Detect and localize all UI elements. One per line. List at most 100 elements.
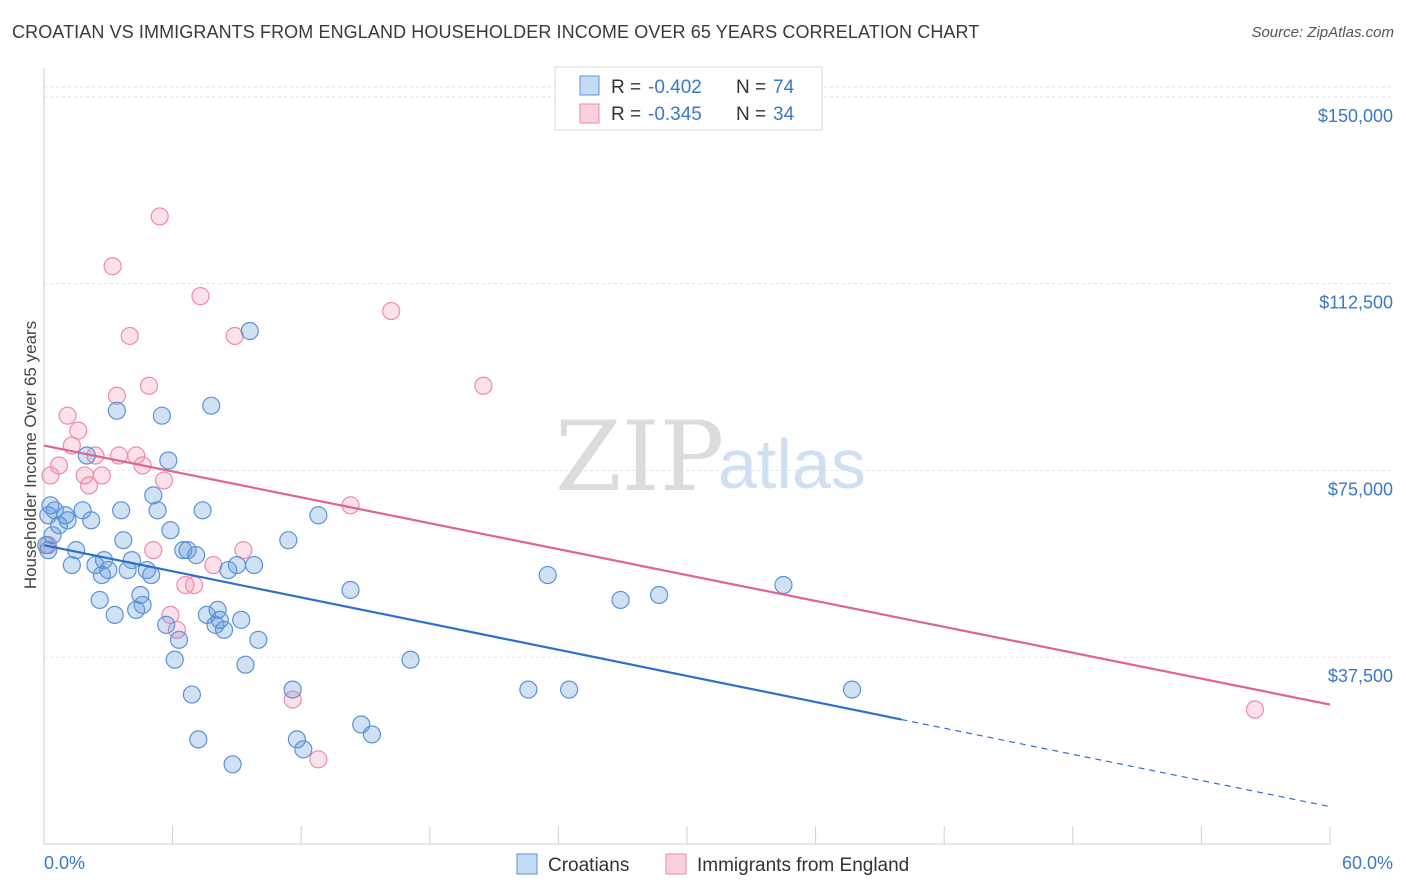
y-tick-label: $75,000: [1328, 479, 1393, 499]
croatian-point: [43, 526, 62, 545]
england-point: [139, 376, 159, 395]
croatians-trend-line: [43, 544, 902, 721]
croatian-point: [45, 501, 64, 520]
croatian-point: [161, 521, 180, 540]
top-legend: R = -0.402 N = 74 R = -0.345 N = 34: [554, 66, 823, 131]
grid: [44, 86, 1394, 658]
legend-n-label-2: N =: [736, 104, 766, 125]
croatian-point: [287, 730, 307, 749]
croatian-point: [144, 486, 163, 505]
croatian-point: [227, 555, 246, 575]
legend-n-label-1: N =: [736, 77, 766, 98]
legend-swatch-croatians: [579, 75, 600, 96]
x-tick-max: 60.0%: [1342, 853, 1393, 873]
bottom-legend-swatch-england: [665, 853, 687, 875]
croatians-points: [37, 321, 862, 774]
bottom-legend-swatch-croatians: [516, 853, 538, 875]
croatian-point: [650, 585, 669, 605]
croatian-point: [148, 501, 167, 520]
england-point: [92, 466, 111, 485]
england-point: [234, 541, 253, 560]
croatian-point: [560, 680, 579, 699]
croatian-point: [283, 680, 302, 699]
source-note: Source: ZipAtlas.com: [1251, 24, 1394, 41]
croatian-point: [538, 565, 557, 585]
legend-swatch-england: [579, 103, 600, 124]
croatian-point: [182, 685, 201, 704]
england-point: [161, 605, 180, 624]
croatian-point: [112, 501, 131, 520]
croatian-point: [294, 740, 313, 759]
england-point: [283, 690, 302, 709]
x-tick-min: 0.0%: [44, 853, 85, 873]
croatian-point: [99, 560, 118, 580]
england-point: [191, 287, 210, 306]
croatian-point: [249, 630, 268, 649]
croatian-point: [178, 541, 197, 560]
y-axis-label: Householder Income Over 65 years: [21, 321, 40, 589]
croatian-point: [165, 650, 184, 669]
croatian-point: [309, 506, 328, 525]
y-tick-label: $37,500: [1328, 666, 1393, 686]
england-point: [58, 406, 77, 425]
legend-n-value-2: 34: [773, 104, 795, 125]
y-tick-labels: $37,500 $75,000 $112,500 $150,000: [1318, 106, 1393, 686]
england-point: [225, 326, 244, 346]
croatian-point: [236, 655, 255, 674]
legend-r-value-2: -0.345: [648, 104, 702, 125]
england-point: [69, 421, 88, 440]
croatian-point: [362, 725, 382, 744]
croatian-point: [193, 501, 212, 520]
england-point: [79, 476, 99, 495]
croatian-point: [279, 531, 298, 550]
y-tick-label: $150,000: [1318, 106, 1393, 126]
england-point: [382, 301, 401, 321]
croatian-point: [232, 610, 251, 629]
legend-r-label-1: R =: [611, 77, 641, 98]
croatian-point: [210, 610, 229, 629]
england-points: [39, 207, 1265, 769]
croatian-point: [133, 595, 152, 615]
england-point: [184, 575, 204, 595]
croatian-point: [82, 511, 101, 530]
croatian-point: [90, 590, 109, 610]
croatian-point: [107, 401, 126, 420]
england-point: [204, 555, 223, 575]
england-point: [144, 541, 163, 560]
england-point: [120, 326, 139, 346]
croatian-point: [240, 321, 259, 341]
croatian-point: [152, 406, 171, 425]
croatian-point: [58, 511, 77, 530]
croatians-trend-extension: [901, 718, 1331, 808]
croatian-point: [189, 730, 208, 749]
croatian-point: [159, 451, 178, 470]
bottom-legend-croatians: Croatians: [548, 855, 629, 876]
bottom-legend: Croatians Immigrants from England: [516, 853, 909, 876]
croatian-point: [105, 605, 124, 624]
england-point: [49, 456, 69, 475]
legend-r-label-2: R =: [611, 104, 641, 125]
england-point: [474, 376, 493, 395]
croatian-point: [401, 650, 420, 669]
croatian-point: [244, 555, 264, 575]
legend-r-value-1: -0.402: [648, 77, 702, 98]
croatian-point: [341, 580, 360, 600]
croatian-point: [842, 680, 862, 699]
axes: [43, 68, 1331, 845]
chart-title: CROATIAN VS IMMIGRANTS FROM ENGLAND HOUS…: [12, 22, 980, 42]
croatian-point: [202, 396, 221, 415]
croatian-point: [49, 516, 69, 535]
croatian-point: [114, 531, 133, 550]
legend-n-value-1: 74: [773, 77, 795, 98]
croatian-point: [39, 541, 58, 560]
england-point: [1245, 700, 1265, 719]
watermark-zip: ZIP: [555, 401, 724, 513]
croatian-point: [187, 546, 206, 565]
trend-lines: [43, 444, 1331, 808]
croatian-point: [774, 575, 793, 595]
england-trend-line: [43, 444, 1331, 706]
england-point: [103, 257, 122, 276]
england-point: [309, 750, 328, 769]
england-point: [107, 386, 126, 405]
